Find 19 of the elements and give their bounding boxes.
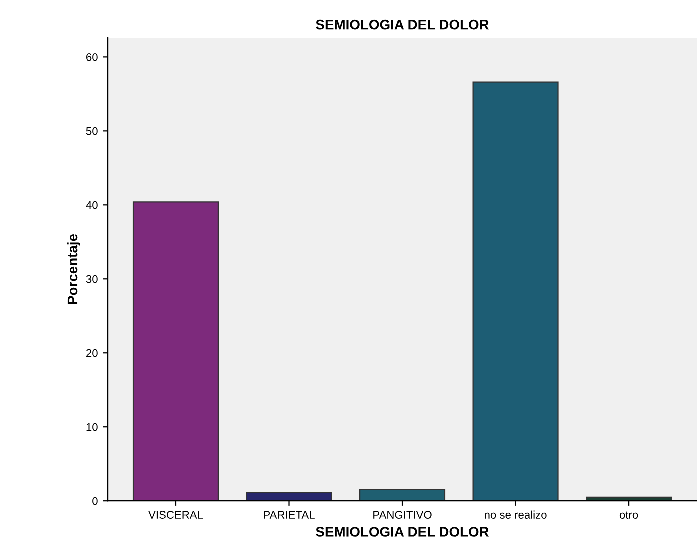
x-axis-title: SEMIOLOGIA DEL DOLOR — [316, 527, 490, 537]
y-tick-label: 30 — [86, 275, 98, 284]
y-tick-label: 60 — [86, 53, 98, 62]
x-tick-label: PARIETAL — [264, 511, 315, 519]
y-axis-title: Porcentaje — [67, 234, 80, 304]
y-tick-label: 0 — [92, 497, 98, 506]
chart-title: SEMIOLOGIA DEL DOLOR — [316, 20, 490, 30]
x-tick-label: VISCERAL — [148, 511, 204, 519]
y-tick-label: 50 — [86, 127, 98, 136]
x-tick-label: no se realizo — [485, 510, 547, 519]
y-tick-label: 40 — [86, 201, 98, 210]
bar — [132, 202, 220, 502]
bar — [472, 82, 559, 502]
y-tick-label: 10 — [86, 423, 98, 432]
x-tick-label: PANGITIVO — [374, 511, 432, 519]
y-tick-label: 20 — [86, 349, 98, 358]
bar — [359, 489, 446, 502]
bar — [246, 492, 332, 502]
x-tick-label: otro — [620, 512, 638, 519]
